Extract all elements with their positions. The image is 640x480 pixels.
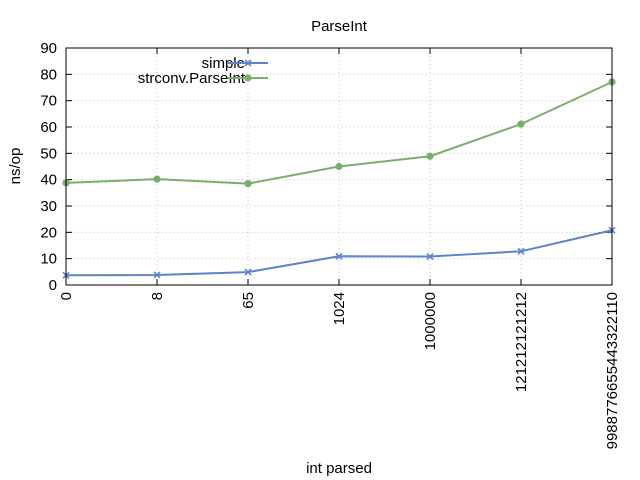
x-tick-label: 121212121212 xyxy=(513,292,530,392)
grid xyxy=(66,48,612,285)
y-tick-label: 70 xyxy=(40,93,57,110)
x-tick-label: 9988776655443322110 xyxy=(604,292,621,449)
y-tick-label: 0 xyxy=(49,277,57,294)
data-point xyxy=(244,180,252,188)
data-point xyxy=(517,120,525,128)
x-axis-label: int parsed xyxy=(306,460,372,477)
chart-title: ParseInt xyxy=(311,18,368,35)
legend-label: strconv.ParseInt xyxy=(138,70,246,87)
x-tick-label: 65 xyxy=(240,292,257,309)
plot-border xyxy=(65,47,613,286)
data-point xyxy=(153,175,161,183)
data-point xyxy=(426,152,434,160)
y-tick-label: 60 xyxy=(40,119,57,136)
x-tick-label: 1000000 xyxy=(422,292,439,350)
x-tick-label: 0 xyxy=(58,292,75,300)
series-1 xyxy=(62,78,616,188)
data-point xyxy=(335,162,343,171)
data-point xyxy=(153,271,161,279)
y-tick-label: 50 xyxy=(40,145,57,162)
legend-marker xyxy=(244,59,252,67)
data-point xyxy=(426,252,434,261)
legend-label: simple xyxy=(202,55,245,72)
x-tick-label: 1024 xyxy=(331,292,348,325)
y-tick-label: 90 xyxy=(40,40,57,57)
x-tick-label: 8 xyxy=(149,292,166,300)
y-tick-label: 30 xyxy=(40,198,57,215)
y-tick-label: 20 xyxy=(40,224,57,241)
y-axis-ticks: 0 10 20 30 40 50 60 70 80 90 xyxy=(40,40,612,294)
y-axis-label: ns/op xyxy=(7,148,24,185)
data-point xyxy=(517,247,525,255)
legend-marker xyxy=(244,74,252,82)
data-point xyxy=(244,268,252,276)
y-tick-label: 80 xyxy=(40,66,57,83)
y-tick-label: 40 xyxy=(40,172,57,189)
data-point xyxy=(335,252,343,260)
y-tick-label: 10 xyxy=(40,251,57,268)
